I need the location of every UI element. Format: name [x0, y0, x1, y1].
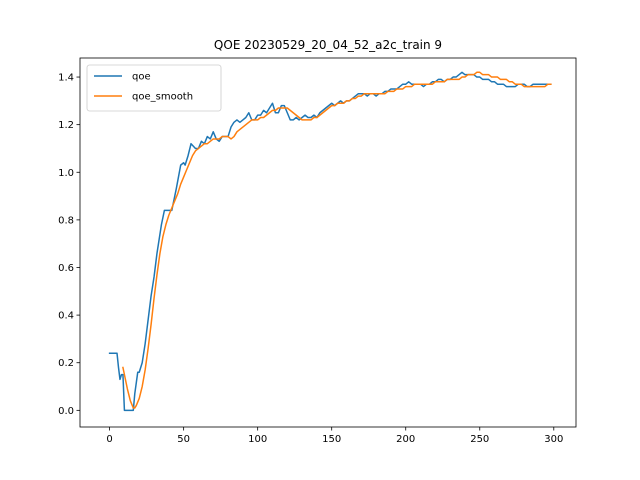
x-tick-label: 150 [322, 434, 341, 445]
x-tick-label: 250 [470, 434, 489, 445]
x-tick-label: 0 [106, 434, 112, 445]
x-axis-ticks: 0 50 100 150 200 250 300 [106, 427, 563, 445]
y-tick-label: 0.2 [58, 358, 74, 369]
chart-title: QOE 20230529_20_04_52_a2c_train 9 [214, 38, 442, 52]
series-layer [108, 71, 552, 412]
y-tick-label: 1.0 [58, 168, 74, 179]
y-tick-label: 0.4 [58, 311, 74, 322]
series-line-qoe [108, 71, 552, 412]
legend: qoe qoe_smooth [86, 64, 222, 112]
y-tick-label: 0.8 [58, 215, 74, 226]
x-tick-label: 100 [248, 434, 267, 445]
y-tick-label: 1.4 [58, 73, 74, 84]
x-tick-label: 300 [544, 434, 563, 445]
legend-label-qoe-smooth: qoe_smooth [132, 92, 193, 103]
legend-box [86, 64, 222, 112]
series-line-qoe-smooth [122, 71, 552, 409]
axes-frame [79, 57, 577, 428]
y-tick-label: 0.6 [58, 263, 74, 274]
legend-label-qoe: qoe [132, 72, 151, 83]
y-tick-label: 1.2 [58, 120, 74, 131]
x-tick-label: 200 [396, 434, 415, 445]
y-axis-ticks: 0.0 0.2 0.4 0.6 0.8 1.0 1.2 1.4 [58, 73, 80, 417]
x-tick-label: 50 [177, 434, 190, 445]
y-tick-label: 0.0 [58, 406, 74, 417]
plot-area: 0 50 100 150 200 250 300 0.0 0.2 0.4 0.6 0.8 1.0 1.2… [58, 57, 577, 445]
